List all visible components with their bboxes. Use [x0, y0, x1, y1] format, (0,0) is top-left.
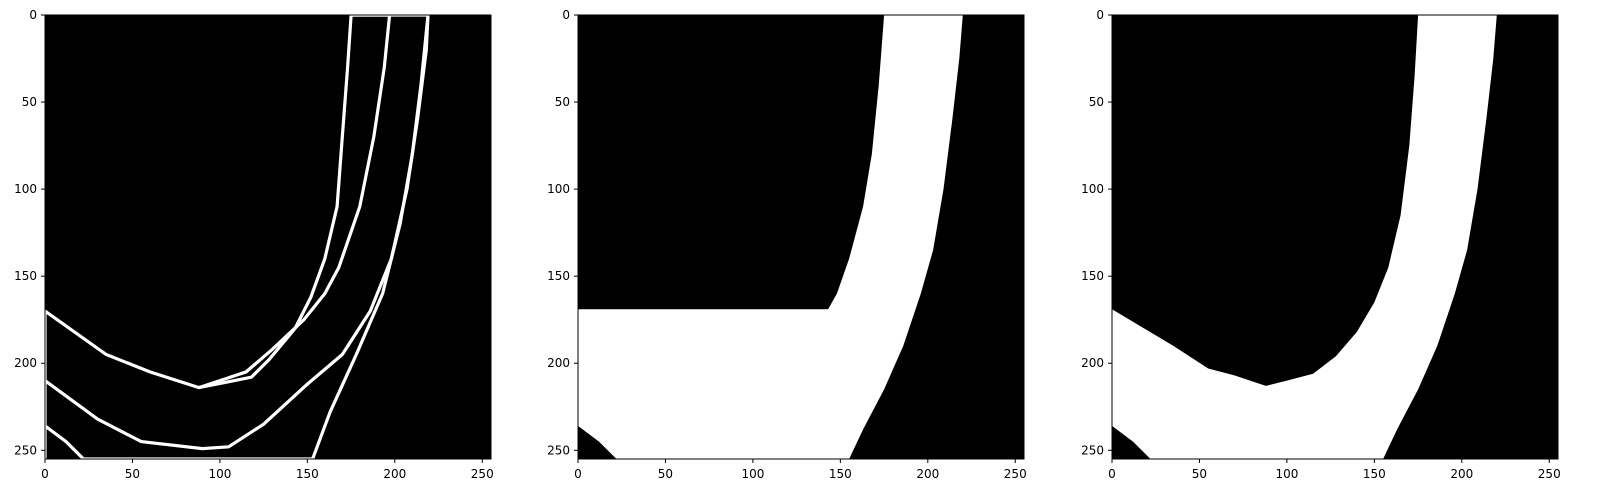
y-tick-label: 50: [555, 95, 570, 109]
x-tick-label: 200: [916, 467, 939, 481]
x-tick-label: 50: [658, 467, 673, 481]
x-tick-label: 50: [125, 467, 140, 481]
mask-region-0: [1112, 15, 1497, 459]
y-tick-label: 100: [547, 182, 570, 196]
mask-content: [1112, 15, 1497, 459]
axes-frame: [577, 14, 1025, 460]
x-tick-label: 250: [1004, 467, 1027, 481]
axes-frame: [1111, 14, 1559, 460]
mask-outline-2: [311, 15, 430, 459]
x-tick-label: 200: [383, 467, 406, 481]
y-tick-label: 150: [14, 269, 37, 283]
mask-content: [578, 15, 963, 459]
y-tick-label: 0: [1096, 8, 1104, 22]
panel-right: 0 50 100 150 200 250 0 50 100 150 200 250: [1081, 8, 1561, 481]
x-tick-label: 100: [208, 467, 231, 481]
y-tick-label: 200: [547, 356, 570, 370]
y-tick-label: 50: [22, 95, 37, 109]
x-tick-label: 150: [296, 467, 319, 481]
panel-middle: 0 50 100 150 200 250 0 50 100 150 200 250: [547, 8, 1027, 481]
y-tick-label: 250: [1081, 443, 1104, 457]
x-tick-label: 0: [1108, 467, 1116, 481]
x-tick-label: 200: [1450, 467, 1473, 481]
y-tick-label: 200: [14, 356, 37, 370]
x-tick-label: 100: [1275, 467, 1298, 481]
x-tick-label: 100: [741, 467, 764, 481]
panel-left: 0 50 100 150 200 250 0 50 100 150 200 250: [14, 8, 494, 481]
y-tick-label: 50: [1089, 95, 1104, 109]
y-tick-label: 0: [562, 8, 570, 22]
x-tick-label: 250: [1538, 467, 1561, 481]
y-tick-label: 200: [1081, 356, 1104, 370]
y-tick-label: 100: [1081, 182, 1104, 196]
mask-outline-1: [45, 15, 392, 390]
mask-outline-3: [198, 15, 353, 390]
y-tick-label: 100: [14, 182, 37, 196]
x-tick-label: 150: [829, 467, 852, 481]
mask-content: [45, 15, 430, 459]
y-tick-label: 250: [14, 443, 37, 457]
mask-region-0: [578, 15, 963, 459]
y-tick-label: 150: [547, 269, 570, 283]
y-tick-label: 250: [547, 443, 570, 457]
image-background: [45, 15, 491, 459]
x-tick-label: 0: [41, 467, 49, 481]
x-tick-label: 50: [1192, 467, 1207, 481]
x-tick-label: 250: [471, 467, 494, 481]
mask-outline-5: [45, 424, 313, 459]
y-tick-label: 150: [1081, 269, 1104, 283]
y-tick-label: 0: [29, 8, 37, 22]
x-tick-label: 0: [574, 467, 582, 481]
x-tick-label: 150: [1363, 467, 1386, 481]
axes-frame: [44, 14, 492, 460]
